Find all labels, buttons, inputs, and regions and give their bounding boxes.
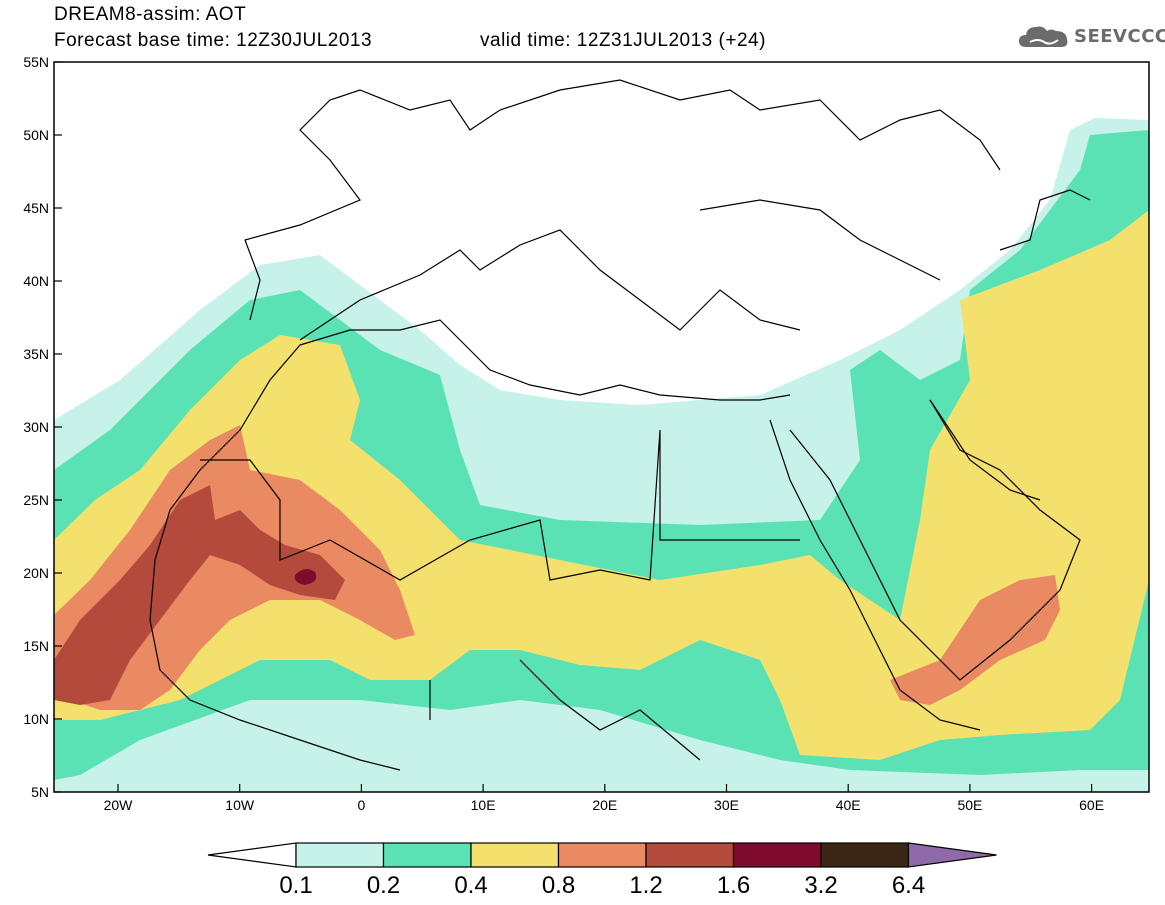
aot-band-1-6 (294, 569, 317, 585)
colorbar-segment (732, 842, 822, 868)
lat-label: 10N (23, 711, 49, 727)
mediterranean-north (299, 229, 801, 341)
europe-coast (244, 79, 1001, 321)
longitude-axis: 20W 10W 0 10E 20E 30E 40E 50E 60E (104, 784, 1104, 813)
colorbar-under-triangle (207, 842, 297, 868)
lat-label: 25N (23, 492, 49, 508)
red-sea (769, 419, 981, 731)
lon-label: 0 (358, 797, 366, 813)
lat-label: 40N (23, 273, 49, 289)
persian-gulf (929, 399, 1041, 501)
aot-band-1-2 (54, 485, 345, 705)
lat-label: 55N (23, 54, 49, 70)
africa-west-coast (149, 344, 401, 771)
colorbar-label: 1.2 (629, 872, 662, 899)
colorbar: 0.1 0.2 0.4 0.8 1.2 1.6 3.2 6.4 (207, 842, 997, 899)
lon-label: 50E (957, 797, 982, 813)
colorbar-segment (557, 842, 647, 868)
lon-label: 10W (225, 797, 255, 813)
colorbar-over-triangle (907, 842, 997, 868)
lon-label: 20W (104, 797, 134, 813)
lat-label: 35N (23, 346, 49, 362)
colorbar-label: 0.2 (367, 872, 400, 899)
lat-label: 20N (23, 565, 49, 581)
cloud-icon (1019, 26, 1068, 47)
valid-time: valid time: 12Z31JUL2013 (+24) (480, 30, 766, 51)
colorbar-label: 0.8 (542, 872, 575, 899)
lon-label: 20E (592, 797, 617, 813)
map-title: DREAM8-assim: AOT (54, 4, 247, 25)
lon-label: 10E (471, 797, 496, 813)
logo-text: SEEVCCC (1074, 25, 1165, 47)
lon-label: 40E (836, 797, 861, 813)
mediterranean-south (299, 319, 791, 401)
lat-label: 15N (23, 638, 49, 654)
forecast-base-time: Forecast base time: 12Z30JUL2013 (54, 30, 373, 51)
arabia-coast (789, 399, 1081, 681)
aot-band-0-8-east (890, 575, 1060, 705)
latitude-axis: 55N 50N 45N 40N 35N 30N 25N 20N 15N 10N 5N (23, 54, 62, 800)
colorbar-label: 0.4 (454, 872, 487, 899)
caspian-black-sea (699, 189, 1091, 281)
lat-label: 45N (23, 200, 49, 216)
colorbar-segment (295, 842, 385, 868)
colorbar-label: 1.6 (717, 872, 750, 899)
colorbar-segment (470, 842, 560, 868)
lat-label: 30N (23, 419, 49, 435)
colorbar-label: 0.1 (279, 872, 312, 899)
lon-label: 60E (1079, 797, 1104, 813)
africa-interior-borders (200, 429, 800, 761)
coastlines (149, 79, 1091, 771)
lon-label: 30E (714, 797, 739, 813)
colorbar-label: 3.2 (804, 872, 837, 899)
seevccc-logo: SEEVCCC (1018, 22, 1165, 50)
lat-label: 50N (23, 127, 49, 143)
aot-band-0-4 (54, 210, 1149, 760)
colorbar-segment (645, 842, 735, 868)
colorbar-segment (820, 842, 910, 868)
colorbar-label: 6.4 (892, 872, 925, 899)
lat-label: 5N (31, 784, 49, 800)
aot-fill-layer (54, 62, 1149, 792)
colorbar-segment (382, 842, 472, 868)
